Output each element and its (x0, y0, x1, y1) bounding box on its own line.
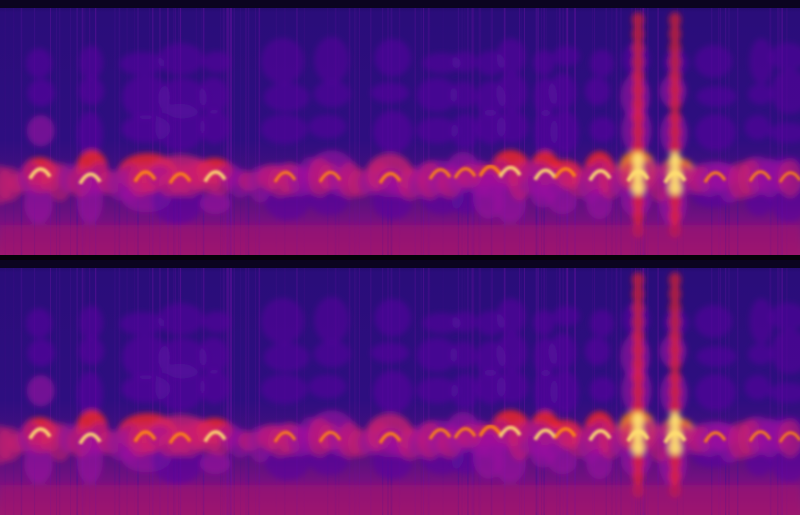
spectrogram-image-top (0, 0, 800, 255)
channel-bottom-spectrogram (0, 260, 800, 515)
channel-separator (0, 255, 800, 260)
spectrogram-image-bottom (0, 260, 800, 515)
channel-top-spectrogram (0, 0, 800, 255)
